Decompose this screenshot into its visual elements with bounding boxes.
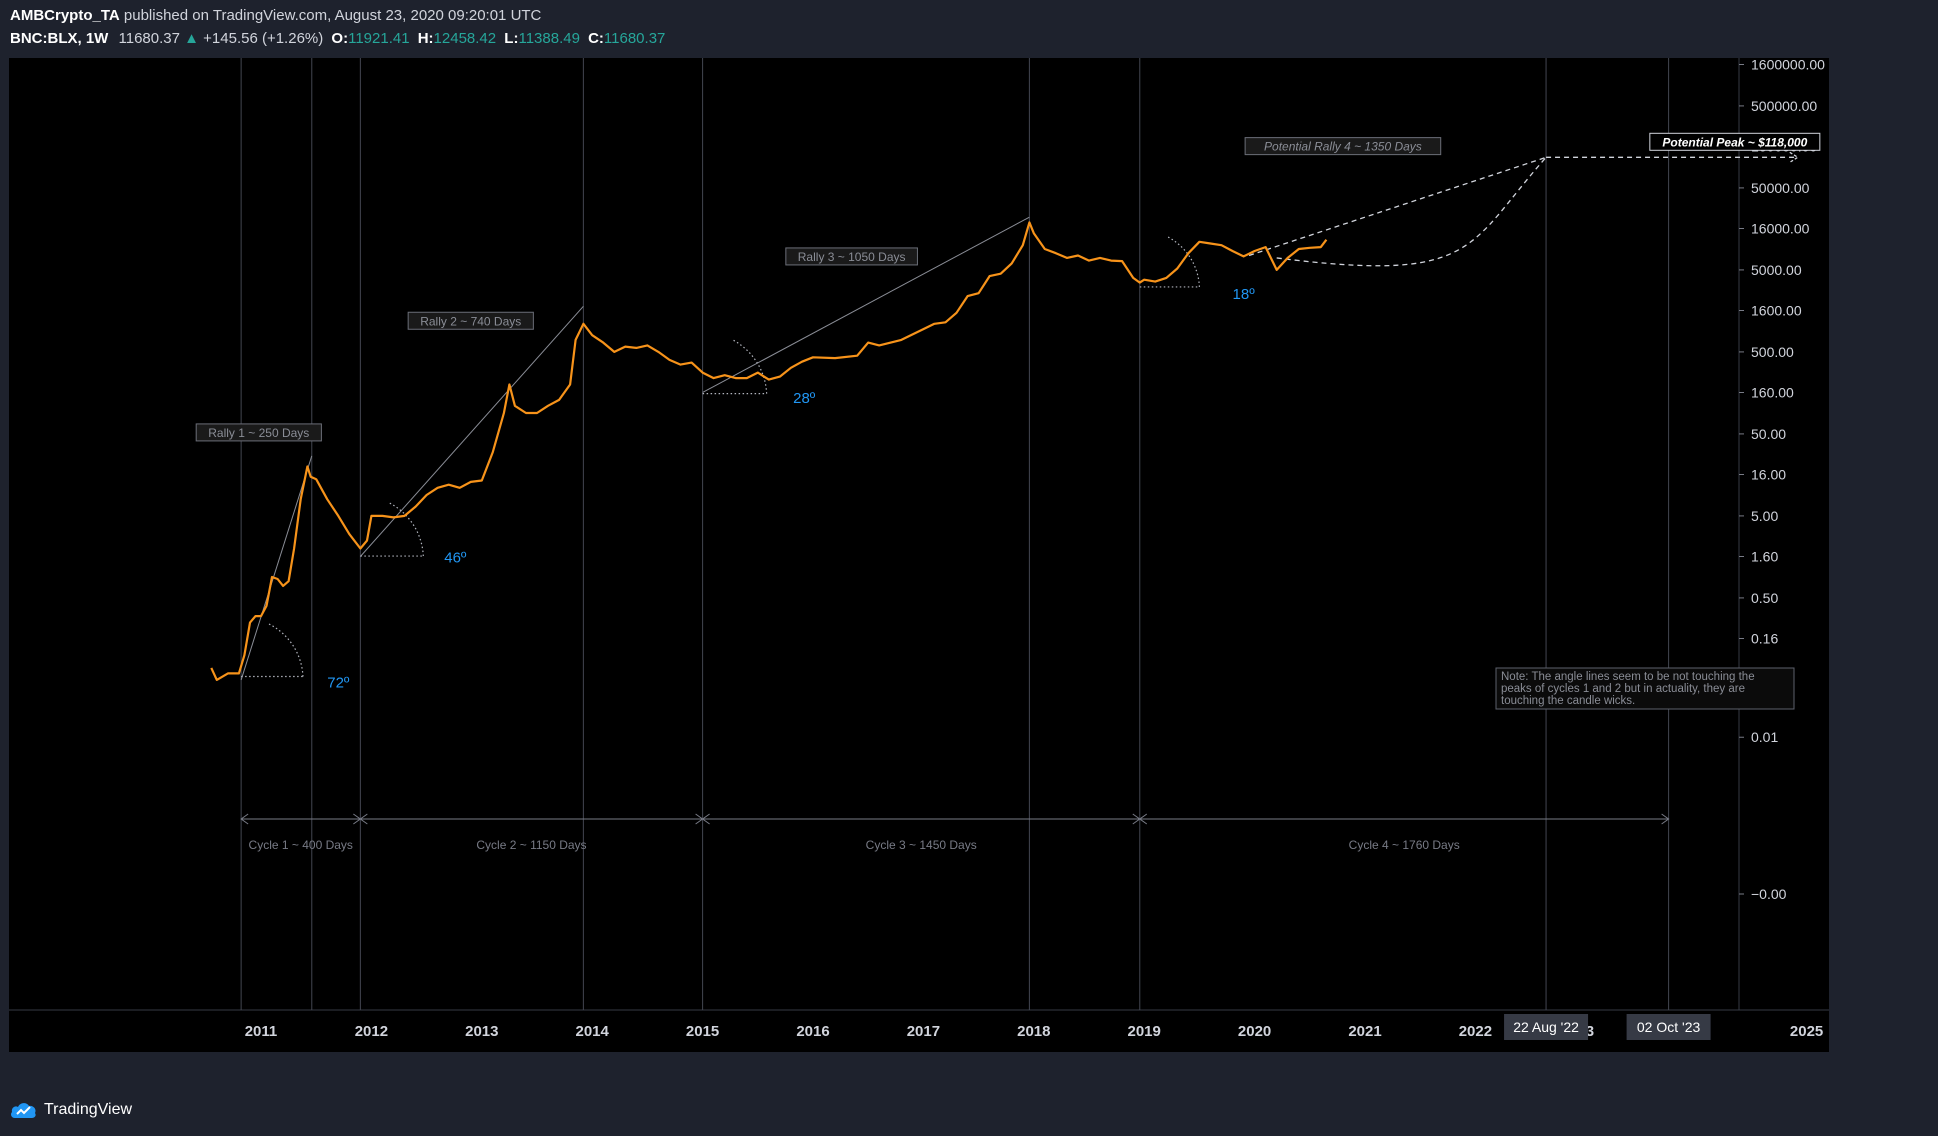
annotation-label: Potential Rally 4 ~ 1350 Days — [1264, 140, 1422, 154]
annotation-box — [785, 247, 918, 266]
price-change: +145.56 (+1.26%) — [203, 30, 324, 47]
price-axis-label: 160.00 — [1751, 384, 1794, 400]
angle-label: 72º — [327, 674, 350, 691]
high-value: 12458.42 — [433, 30, 497, 47]
price-axis-label: 5000.00 — [1751, 262, 1802, 278]
projection-line — [1276, 156, 1547, 267]
ohlc-legend: BNC:BLX, 1W 11680.37 ▲ +145.56 (+1.26%) … — [10, 30, 665, 47]
publish-info: AMBCrypto_TA published on TradingView.co… — [10, 7, 541, 24]
price-line-series — [210, 221, 1328, 681]
rally-trend-line — [702, 216, 1030, 393]
time-axis-label: 2016 — [796, 1023, 829, 1040]
cycle-label: Cycle 1 ~ 400 Days — [249, 838, 353, 852]
time-axis-label: 2014 — [576, 1023, 610, 1040]
rally-trend-line — [359, 305, 584, 557]
price-axis-label: −0.00 — [1751, 886, 1787, 902]
time-axis-label: 2011 — [245, 1023, 278, 1040]
time-axis-label: 2017 — [907, 1023, 940, 1040]
price-axis-label: 5.00 — [1751, 508, 1778, 524]
angle-label: 28º — [793, 390, 816, 407]
date-marker-label: 22 Aug '22 — [1513, 1019, 1579, 1035]
publisher-name[interactable]: AMBCrypto_TA — [10, 7, 120, 24]
annotation-box — [1244, 137, 1442, 156]
angle-label: 18º — [1233, 286, 1256, 303]
symbol-label[interactable]: BNC:BLX, 1W — [10, 30, 109, 47]
low-label: L: — [504, 30, 519, 47]
time-axis-label: 2013 — [465, 1023, 498, 1040]
price-axis-label: 1600.00 — [1751, 302, 1802, 318]
annotation-label: Rally 1 ~ 250 Days — [208, 426, 309, 440]
time-axis-label: 2021 — [1348, 1023, 1381, 1040]
open-value: 11921.41 — [348, 30, 410, 47]
angle-label: 46º — [444, 549, 467, 566]
annotation-box — [1649, 132, 1821, 151]
price-axis-label: 16000.00 — [1751, 220, 1810, 236]
time-axis-label: 2020 — [1238, 1023, 1271, 1040]
arrow-right-icon — [1661, 813, 1670, 825]
note-box — [1495, 667, 1795, 710]
date-marker-box — [1626, 1014, 1711, 1040]
time-axis-label: 2019 — [1128, 1023, 1161, 1040]
last-price: 11680.37 — [118, 30, 180, 47]
price-axis-label: 0.50 — [1751, 590, 1778, 606]
arrow-left-icon — [1138, 813, 1148, 825]
angle-arc — [388, 502, 424, 557]
arrow-left-icon — [701, 813, 710, 825]
price-axis-label: 0.16 — [1751, 630, 1778, 646]
time-axis-label: 2018 — [1017, 1023, 1050, 1040]
arrow-left-icon — [359, 813, 368, 825]
annotation-box — [195, 423, 322, 442]
date-marker-box — [1504, 1014, 1589, 1040]
angle-arc — [731, 338, 768, 394]
price-axis-label: 50.00 — [1751, 426, 1786, 442]
note-text-line: touching the candle wicks. — [1501, 695, 1635, 707]
rally-trend-line — [240, 455, 313, 681]
time-axis-label: 2015 — [686, 1023, 719, 1040]
price-axis-label: 16.00 — [1751, 466, 1786, 482]
projection-line — [1248, 156, 1547, 257]
chart-area[interactable]: 1600000.00500000.00160000.0050000.001600… — [9, 58, 1829, 1052]
published-text: published on TradingView.com, August 23,… — [123, 7, 542, 24]
annotation-box — [407, 311, 534, 330]
price-axis-label: 1.60 — [1751, 548, 1778, 564]
price-axis-label: 500.00 — [1751, 344, 1794, 360]
date-marker-label: 02 Oct '23 — [1637, 1019, 1701, 1035]
time-axis-label: 2022 — [1459, 1023, 1492, 1040]
price-axis-label: 0.01 — [1751, 729, 1778, 745]
chart-header: AMBCrypto_TA published on TradingView.co… — [0, 0, 1938, 58]
cycle-label: Cycle 4 ~ 1760 Days — [1349, 838, 1460, 852]
close-label: C: — [588, 30, 604, 47]
time-axis-label: 2012 — [355, 1023, 388, 1040]
tradingview-cloud-icon — [11, 1103, 36, 1118]
footer: TradingView — [0, 1088, 1938, 1136]
price-axis-label: 1600000.00 — [1751, 58, 1825, 72]
price-chart[interactable]: 1600000.00500000.00160000.0050000.001600… — [9, 58, 1829, 1052]
cycle-label: Cycle 3 ~ 1450 Days — [866, 838, 977, 852]
note-text-line: Note: The angle lines seem to be not tou… — [1501, 671, 1755, 683]
annotation-label: Rally 3 ~ 1050 Days — [798, 250, 906, 264]
angle-arc — [268, 623, 304, 677]
annotation-label: Potential Peak ~ $118,000 — [1662, 135, 1807, 149]
price-axis-panel — [1739, 58, 1829, 1052]
angle-arc — [1166, 235, 1200, 287]
price-axis-label: 50000.00 — [1751, 180, 1810, 196]
projection-arrow-icon — [1789, 151, 1799, 163]
note-text-line: peaks of cycles 1 and 2 but in actuality… — [1501, 683, 1745, 695]
arrow-left-icon — [240, 813, 249, 825]
cycle-label: Cycle 2 ~ 1150 Days — [476, 838, 586, 852]
annotation-label: Rally 2 ~ 740 Days — [420, 314, 521, 328]
close-value: 11680.37 — [603, 30, 666, 47]
high-label: H: — [417, 30, 434, 47]
tradingview-logo[interactable]: TradingView — [10, 1100, 132, 1120]
time-axis-label: 2025 — [1790, 1023, 1823, 1040]
open-label: O: — [331, 30, 349, 47]
low-value: 11388.49 — [518, 30, 580, 47]
tradingview-brand: TradingView — [44, 1101, 133, 1118]
price-axis-label: 500000.00 — [1751, 98, 1817, 114]
up-arrow-icon: ▲ — [184, 30, 199, 47]
